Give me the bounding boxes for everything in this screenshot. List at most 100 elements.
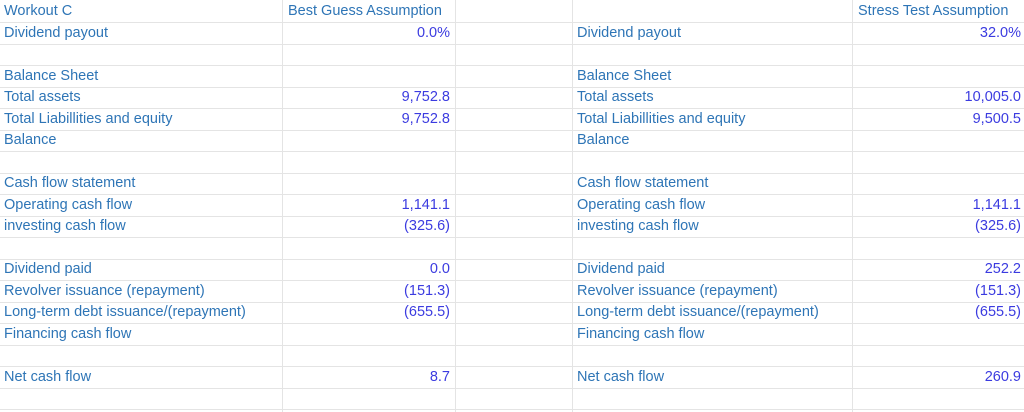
cell-label[interactable]: Revolver issuance (repayment) [573,281,853,303]
cell-empty[interactable] [456,23,573,45]
cell-value[interactable]: 260.9 [853,367,1024,389]
cell-label[interactable]: Workout C [0,0,283,23]
cell-empty[interactable] [283,130,456,152]
cell-value[interactable]: (655.5) [283,302,456,324]
cell-empty[interactable] [283,44,456,66]
cell-empty[interactable] [283,173,456,195]
cell-label[interactable]: Cash flow statement [0,173,283,195]
cell-empty[interactable] [0,238,283,260]
cell-empty[interactable] [456,66,573,88]
cell-empty[interactable] [456,0,573,23]
cell-label[interactable]: Long-term debt issuance/(repayment) [0,302,283,324]
cell-empty[interactable] [0,152,283,174]
cell-label[interactable]: investing cash flow [0,216,283,238]
cell-empty[interactable] [456,302,573,324]
cell-value[interactable]: (151.3) [283,281,456,303]
cell-empty[interactable] [456,109,573,131]
cell-value[interactable]: 0.0% [283,23,456,45]
cell-empty[interactable] [853,45,1024,66]
cell-value[interactable]: (325.6) [283,216,456,238]
cell-empty[interactable] [573,44,853,66]
cell-label[interactable]: Dividend payout [573,23,853,45]
cell-empty[interactable] [853,174,1024,195]
cell-empty[interactable] [456,367,573,389]
cell-label[interactable]: Balance Sheet [0,66,283,88]
cell-label[interactable]: Long-term debt issuance/(repayment) [573,302,853,324]
cell-value[interactable]: 9,752.8 [283,109,456,131]
cell-value[interactable]: 10,005.0 [853,88,1024,109]
cell-scenario-header[interactable]: Best Guess Assumption [283,0,456,23]
cell-label[interactable]: Net cash flow [573,367,853,389]
cell-empty[interactable] [573,0,853,23]
cell-label[interactable]: Balance [573,130,853,152]
cell-empty[interactable] [456,324,573,346]
cell-empty[interactable] [283,388,456,410]
cell-empty[interactable] [456,388,573,410]
cell-empty[interactable] [853,324,1024,346]
cell-empty[interactable] [573,152,853,174]
cell-value[interactable]: 32.0% [853,23,1024,45]
cell-label[interactable]: Total assets [573,87,853,109]
cell-empty[interactable] [456,216,573,238]
cell-value[interactable]: (151.3) [853,281,1024,303]
cell-empty[interactable] [456,44,573,66]
cell-label[interactable]: Dividend paid [0,259,283,281]
cell-label[interactable]: Balance Sheet [573,66,853,88]
cell-value[interactable]: (325.6) [853,217,1024,238]
cell-scenario-header[interactable]: Stress Test Assumption [853,0,1024,23]
cell-empty[interactable] [573,345,853,367]
cell-value[interactable]: (655.5) [853,303,1024,324]
cell-empty[interactable] [853,238,1024,260]
cell-empty[interactable] [0,345,283,367]
cell-label[interactable]: Dividend paid [573,259,853,281]
cell-label[interactable]: investing cash flow [573,216,853,238]
cell-value[interactable]: 9,500.5 [853,109,1024,131]
cell-empty[interactable] [0,44,283,66]
cell-empty[interactable] [456,87,573,109]
cell-value[interactable]: 1,141.1 [853,195,1024,217]
cell-label[interactable]: Financing cash flow [573,324,853,346]
cell-label[interactable]: Operating cash flow [0,195,283,217]
cell-empty[interactable] [283,152,456,174]
cell-empty[interactable] [283,324,456,346]
cell-empty[interactable] [283,345,456,367]
cell-value[interactable]: 1,141.1 [283,195,456,217]
cell-value[interactable]: 9,752.8 [283,87,456,109]
cell-empty[interactable] [283,238,456,260]
cell-empty[interactable] [456,130,573,152]
cell-empty[interactable] [456,238,573,260]
cell-label[interactable]: Cash flow statement [573,173,853,195]
cell-label[interactable]: Revolver issuance (repayment) [0,281,283,303]
cell-label[interactable]: Total Liabillities and equity [0,109,283,131]
cell-value[interactable]: 252.2 [853,260,1024,281]
cell-empty[interactable] [573,238,853,260]
cell-empty[interactable] [456,195,573,217]
cell-value[interactable]: 8.7 [283,367,456,389]
sheet-row: Total Liabillities and equity 9,752.8 Tota… [0,109,1024,131]
cell-empty[interactable] [0,388,283,410]
cell-empty[interactable] [283,410,456,412]
cell-empty[interactable] [853,152,1024,174]
cell-empty[interactable] [853,66,1024,88]
cell-empty[interactable] [456,410,573,412]
cell-label[interactable]: Operating cash flow [573,195,853,217]
cell-empty[interactable] [573,410,853,412]
cell-empty[interactable] [853,346,1024,367]
cell-empty[interactable] [456,259,573,281]
cell-value[interactable]: 0.0 [283,259,456,281]
cell-empty[interactable] [573,388,853,410]
cell-label[interactable]: Dividend payout [0,23,283,45]
cell-empty[interactable] [456,152,573,174]
cell-empty[interactable] [853,131,1024,152]
cell-empty[interactable] [456,281,573,303]
cell-label[interactable]: Total assets [0,87,283,109]
cell-label[interactable]: Balance [0,130,283,152]
cell-label[interactable]: Net cash flow [0,367,283,389]
cell-empty[interactable] [456,173,573,195]
cell-label[interactable]: Total Liabillities and equity [573,109,853,131]
cell-empty[interactable] [853,389,1024,410]
cell-label[interactable]: Financing cash flow [0,324,283,346]
cell-empty[interactable] [456,345,573,367]
cell-empty[interactable] [0,410,283,412]
cell-empty[interactable] [283,66,456,88]
